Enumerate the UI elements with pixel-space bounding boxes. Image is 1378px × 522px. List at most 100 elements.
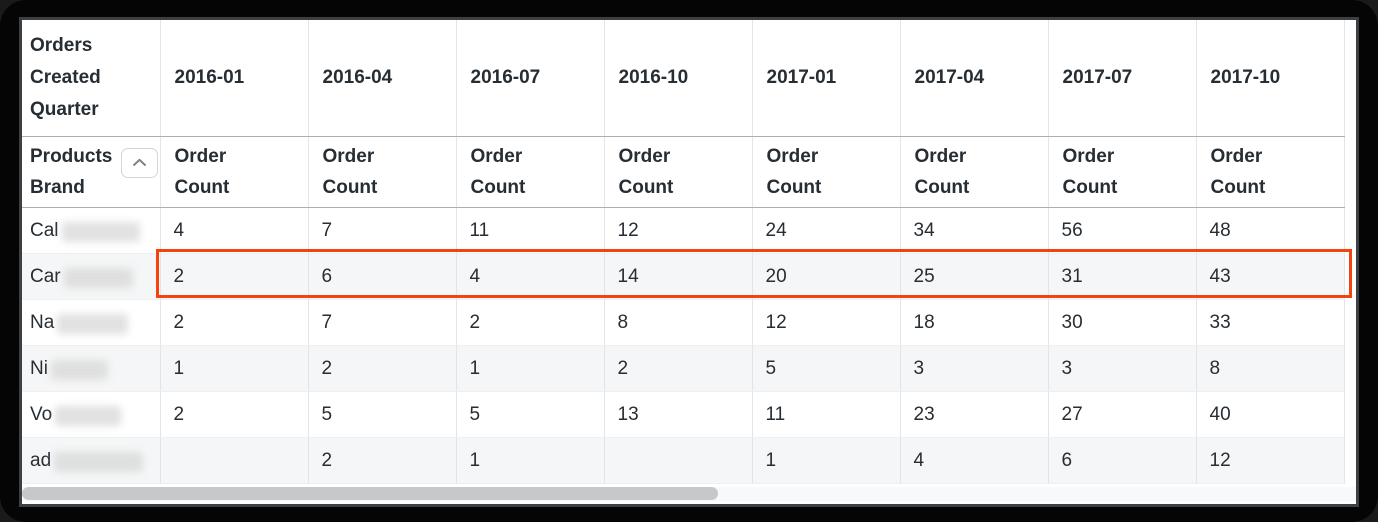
corner-header: Orders Created Quarter bbox=[22, 20, 160, 137]
row-label-text: Ni bbox=[30, 357, 48, 379]
column-header[interactable]: 2016-07 bbox=[455, 20, 604, 137]
table-cell[interactable]: 6 bbox=[307, 253, 456, 300]
table-cell[interactable] bbox=[603, 437, 752, 484]
column-header[interactable]: 2017-07 bbox=[1047, 20, 1196, 137]
table-cell[interactable]: 5 bbox=[751, 345, 900, 392]
measure-header[interactable]: Order Count bbox=[307, 136, 456, 208]
table-cell[interactable]: 30 bbox=[1047, 299, 1196, 346]
row-label-text: Vo bbox=[30, 403, 53, 425]
column-header[interactable]: 2016-04 bbox=[307, 20, 456, 137]
row-label[interactable]: Na bbox=[22, 299, 160, 346]
table-cell[interactable]: 11 bbox=[751, 391, 900, 438]
table-row-highlighted: Car 2 6 4 14 20 25 31 43 bbox=[22, 253, 1345, 300]
table-cell[interactable]: 11 bbox=[455, 207, 604, 254]
table-cell[interactable]: 2 bbox=[307, 437, 456, 484]
row-label-text: Cal bbox=[30, 219, 59, 241]
table-cell[interactable]: 2 bbox=[159, 299, 308, 346]
column-header[interactable]: 2017-01 bbox=[751, 20, 900, 137]
pivot-table-panel: Orders Created Quarter 2016-01 2016-04 2… bbox=[22, 20, 1356, 504]
table-cell[interactable]: 2 bbox=[159, 391, 308, 438]
table-cell[interactable]: 2 bbox=[159, 253, 308, 300]
table-row: Vo 2 5 5 13 11 23 27 40 bbox=[22, 391, 1345, 438]
table-cell[interactable]: 2 bbox=[455, 299, 604, 346]
row-label[interactable]: Vo bbox=[22, 391, 160, 438]
table-cell[interactable]: 25 bbox=[899, 253, 1048, 300]
table-cell[interactable] bbox=[159, 437, 308, 484]
table-cell[interactable]: 5 bbox=[455, 391, 604, 438]
column-header-row: Orders Created Quarter 2016-01 2016-04 2… bbox=[22, 20, 1345, 137]
collapse-header-button[interactable] bbox=[120, 147, 158, 178]
table-cell[interactable]: 56 bbox=[1047, 207, 1196, 254]
measure-header[interactable]: Order Count bbox=[455, 136, 604, 208]
table-cell[interactable]: 34 bbox=[899, 207, 1048, 254]
row-label-text: Na bbox=[30, 311, 55, 333]
table-cell[interactable]: 14 bbox=[603, 253, 752, 300]
table-row: Ni 1 2 1 2 5 3 3 8 bbox=[22, 345, 1345, 392]
row-label-text: Car bbox=[30, 265, 61, 287]
measure-header[interactable]: Order Count bbox=[159, 136, 308, 208]
table-cell[interactable]: 7 bbox=[307, 207, 456, 254]
table-cell[interactable]: 12 bbox=[1195, 437, 1345, 484]
row-field-label: Products Brand bbox=[30, 145, 113, 198]
table-cell[interactable]: 7 bbox=[307, 299, 456, 346]
table-cell[interactable]: 6 bbox=[1047, 437, 1196, 484]
row-field-header: Products Brand bbox=[22, 136, 160, 208]
redacted-label-blur bbox=[57, 313, 129, 334]
table-cell[interactable]: 33 bbox=[1195, 299, 1345, 346]
table-cell[interactable]: 1 bbox=[455, 345, 604, 392]
redacted-label-blur bbox=[63, 267, 133, 288]
table-cell[interactable]: 48 bbox=[1195, 207, 1345, 254]
row-label[interactable]: ad bbox=[22, 437, 160, 484]
measure-header[interactable]: Order Count bbox=[1047, 136, 1196, 208]
measure-header[interactable]: Order Count bbox=[603, 136, 752, 208]
table-cell[interactable]: 12 bbox=[751, 299, 900, 346]
table-cell[interactable]: 1 bbox=[751, 437, 900, 484]
table-row: Cal 4 7 11 12 24 34 56 48 bbox=[22, 207, 1345, 254]
redacted-label-blur bbox=[55, 405, 122, 426]
table-cell[interactable]: 8 bbox=[603, 299, 752, 346]
column-header[interactable]: 2016-01 bbox=[159, 20, 308, 137]
table-cell[interactable]: 5 bbox=[307, 391, 456, 438]
row-label[interactable]: Cal bbox=[22, 207, 160, 254]
row-label[interactable]: Car bbox=[22, 253, 160, 300]
corner-header-label: Orders Created Quarter bbox=[30, 35, 101, 120]
table-cell[interactable]: 1 bbox=[159, 345, 308, 392]
row-label[interactable]: Ni bbox=[22, 345, 160, 392]
redacted-label-blur bbox=[54, 451, 144, 472]
horizontal-scrollbar-track[interactable] bbox=[22, 487, 1356, 501]
horizontal-scrollbar-thumb[interactable] bbox=[22, 487, 718, 500]
measure-header-row: Products Brand Order Count Order Count O… bbox=[22, 136, 1345, 208]
chevron-up-icon bbox=[132, 158, 146, 166]
table-cell[interactable]: 4 bbox=[159, 207, 308, 254]
table-cell[interactable]: 4 bbox=[899, 437, 1048, 484]
table-cell[interactable]: 18 bbox=[899, 299, 1048, 346]
table-cell[interactable]: 3 bbox=[1047, 345, 1196, 392]
row-label-text: ad bbox=[30, 449, 52, 471]
table-cell[interactable]: 1 bbox=[455, 437, 604, 484]
measure-header[interactable]: Order Count bbox=[1195, 136, 1345, 208]
column-header[interactable]: 2016-10 bbox=[603, 20, 752, 137]
table-row: ad 2 1 1 4 6 12 bbox=[22, 437, 1345, 484]
table-cell[interactable]: 3 bbox=[899, 345, 1048, 392]
measure-header[interactable]: Order Count bbox=[899, 136, 1048, 208]
table-cell[interactable]: 2 bbox=[307, 345, 456, 392]
pivot-table: Orders Created Quarter 2016-01 2016-04 2… bbox=[22, 20, 1345, 484]
measure-header[interactable]: Order Count bbox=[751, 136, 900, 208]
column-header[interactable]: 2017-04 bbox=[899, 20, 1048, 137]
table-cell[interactable]: 2 bbox=[603, 345, 752, 392]
table-cell[interactable]: 12 bbox=[603, 207, 752, 254]
table-cell[interactable]: 13 bbox=[603, 391, 752, 438]
table-cell[interactable]: 24 bbox=[751, 207, 900, 254]
table-cell[interactable]: 23 bbox=[899, 391, 1048, 438]
table-cell[interactable]: 40 bbox=[1195, 391, 1345, 438]
redacted-label-blur bbox=[61, 221, 140, 242]
column-header[interactable]: 2017-10 bbox=[1195, 20, 1345, 137]
table-cell[interactable]: 43 bbox=[1195, 253, 1345, 300]
table-cell[interactable]: 31 bbox=[1047, 253, 1196, 300]
table-cell[interactable]: 27 bbox=[1047, 391, 1196, 438]
table-cell[interactable]: 20 bbox=[751, 253, 900, 300]
table-row: Na 2 7 2 8 12 18 30 33 bbox=[22, 299, 1345, 346]
table-cell[interactable]: 8 bbox=[1195, 345, 1345, 392]
table-cell[interactable]: 4 bbox=[455, 253, 604, 300]
